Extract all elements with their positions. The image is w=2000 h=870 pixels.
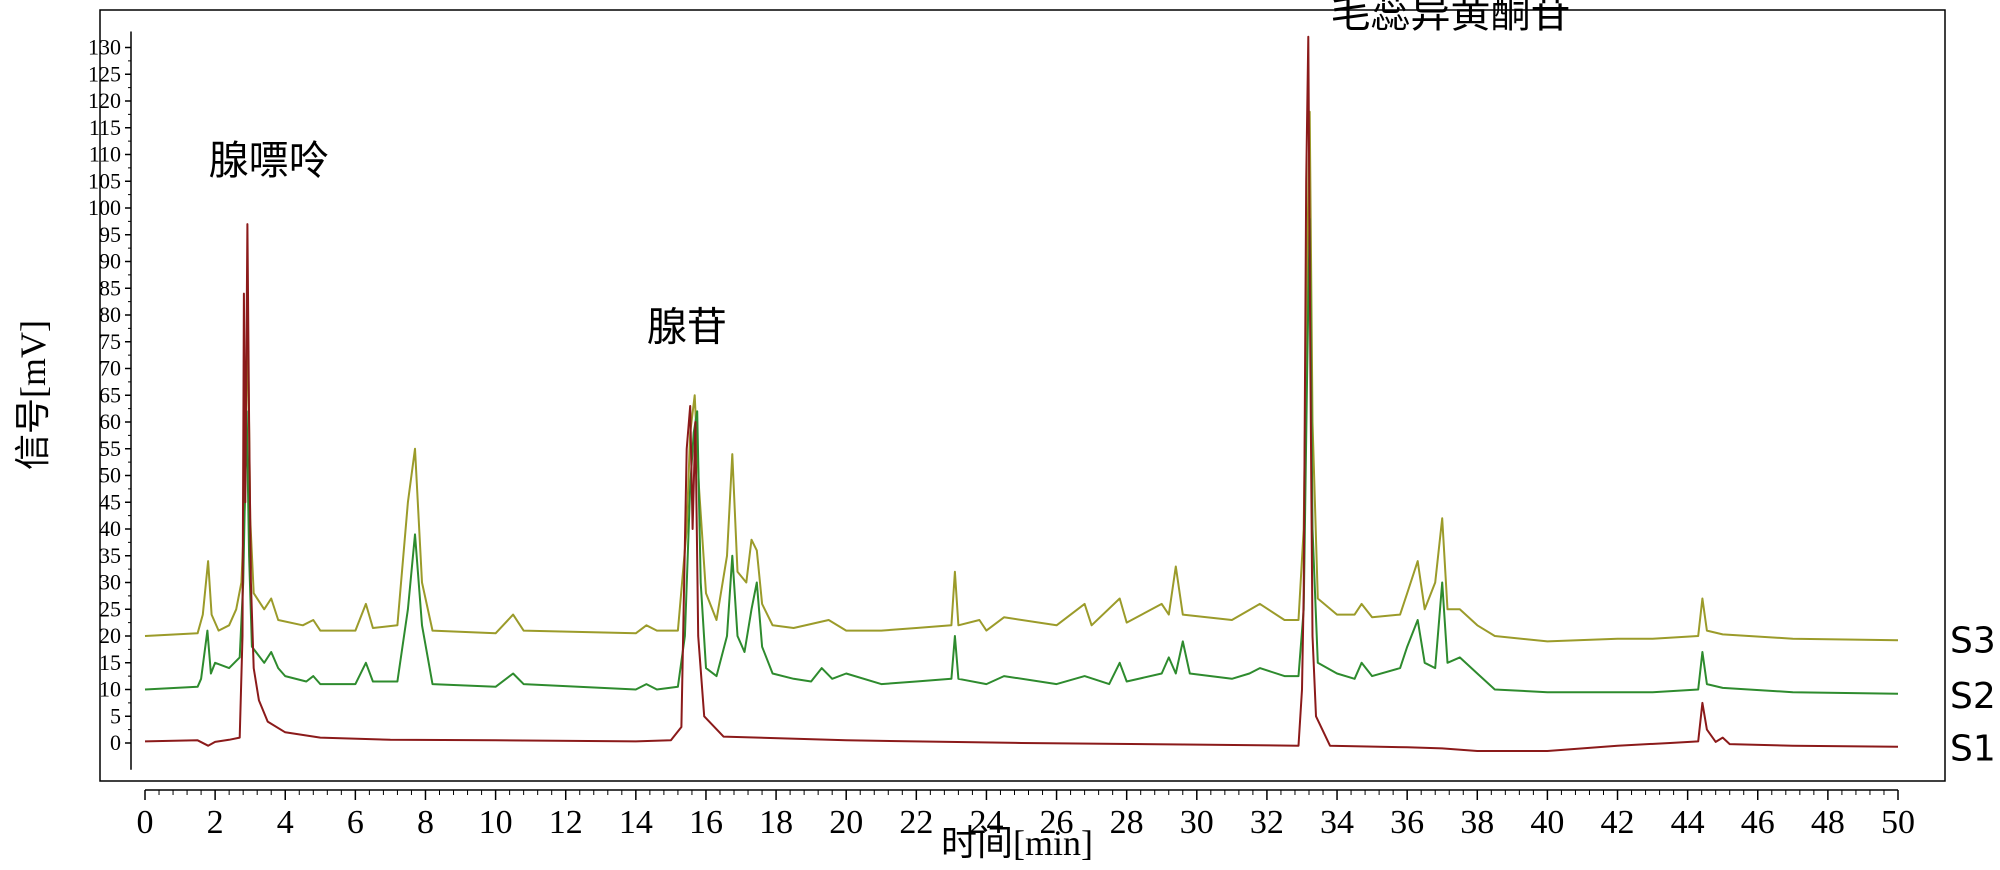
y-tick-label: 120 [88, 88, 121, 113]
x-tick-label: 42 [1601, 804, 1635, 841]
series-label-s3: S3 [1950, 620, 1996, 661]
y-tick-label: 25 [99, 596, 121, 621]
y-tick-label: 15 [99, 650, 121, 675]
y-tick-label: 60 [99, 409, 121, 434]
y-tick-label: 115 [89, 115, 121, 140]
y-tick-label: 95 [99, 222, 121, 247]
x-tick-label: 20 [829, 804, 863, 841]
x-tick-label: 2 [207, 804, 224, 841]
x-tick-label: 28 [1110, 804, 1144, 841]
y-tick-label: 90 [99, 249, 121, 274]
x-tick-label: 10 [479, 804, 513, 841]
x-axis: 0 2 4 6 8 10 12 14 16 18 20 22 24 26 28 30 32 34 36 38 40 42 4… [137, 789, 1915, 841]
x-tick-label: 4 [277, 804, 294, 841]
x-tick-label: 50 [1881, 804, 1915, 841]
y-tick-label: 55 [99, 436, 121, 461]
series-label-s1: S1 [1950, 729, 1996, 770]
series-line-s2 [144, 217, 1899, 695]
x-tick-label: 22 [899, 804, 933, 841]
series-line-s3 [144, 110, 1899, 643]
y-tick-label: 100 [88, 195, 121, 220]
series-line-s1 [144, 35, 1899, 752]
y-tick-label: 75 [99, 329, 121, 354]
x-tick-label: 32 [1250, 804, 1284, 841]
x-tick-label: 8 [417, 804, 434, 841]
y-tick-label: 130 [88, 35, 121, 60]
x-tick-label: 34 [1320, 804, 1354, 841]
x-tick-label: 16 [689, 804, 723, 841]
peak-label: 腺苷 [647, 304, 727, 350]
series-label-s2: S2 [1950, 676, 1996, 717]
series-labels: S3 S2 S1 [1950, 620, 1996, 769]
y-tick-label: 65 [99, 382, 121, 407]
peak-label: 腺嘌呤 [209, 138, 329, 184]
y-tick-label: 10 [99, 677, 121, 702]
x-axis-title: 时间[min] [941, 823, 1093, 863]
x-tick-label: 36 [1390, 804, 1424, 841]
x-tick-label: 40 [1530, 804, 1564, 841]
x-tick-label: 30 [1180, 804, 1214, 841]
series-layer [144, 35, 1899, 752]
y-tick-label: 80 [99, 302, 121, 327]
y-tick-label: 30 [99, 570, 121, 595]
x-tick-label: 26 [1040, 804, 1074, 841]
y-tick-label: 5 [110, 703, 121, 728]
x-tick-label: 18 [759, 804, 793, 841]
x-tick-label: 14 [619, 804, 653, 841]
x-tick-label: 0 [137, 804, 154, 841]
x-tick-label: 38 [1460, 804, 1494, 841]
y-tick-label: 20 [99, 623, 121, 648]
x-tick-label: 46 [1741, 804, 1775, 841]
y-tick-label: 45 [99, 489, 121, 514]
x-tick-label: 6 [347, 804, 364, 841]
y-tick-label: 40 [99, 516, 121, 541]
y-tick-label: 125 [88, 61, 121, 86]
y-tick-label: 85 [99, 275, 121, 300]
x-tick-label: 44 [1671, 804, 1705, 841]
x-tick-label: 24 [969, 804, 1003, 841]
plot-frame [99, 9, 1946, 782]
y-tick-label: 110 [89, 142, 121, 167]
x-tick-label: 48 [1811, 804, 1845, 841]
y-axis-title: 信号[mV] [13, 320, 53, 470]
y-axis: 0510152025303540455055606570758085909510… [88, 31, 132, 770]
y-tick-label: 105 [88, 168, 121, 193]
y-tick-label: 70 [99, 356, 121, 381]
y-tick-label: 35 [99, 543, 121, 568]
y-tick-label: 50 [99, 463, 121, 488]
peak-label: 毛蕊异黄酮苷 [1330, 0, 1570, 37]
x-tick-label: 12 [549, 804, 583, 841]
y-tick-label: 0 [110, 730, 121, 755]
